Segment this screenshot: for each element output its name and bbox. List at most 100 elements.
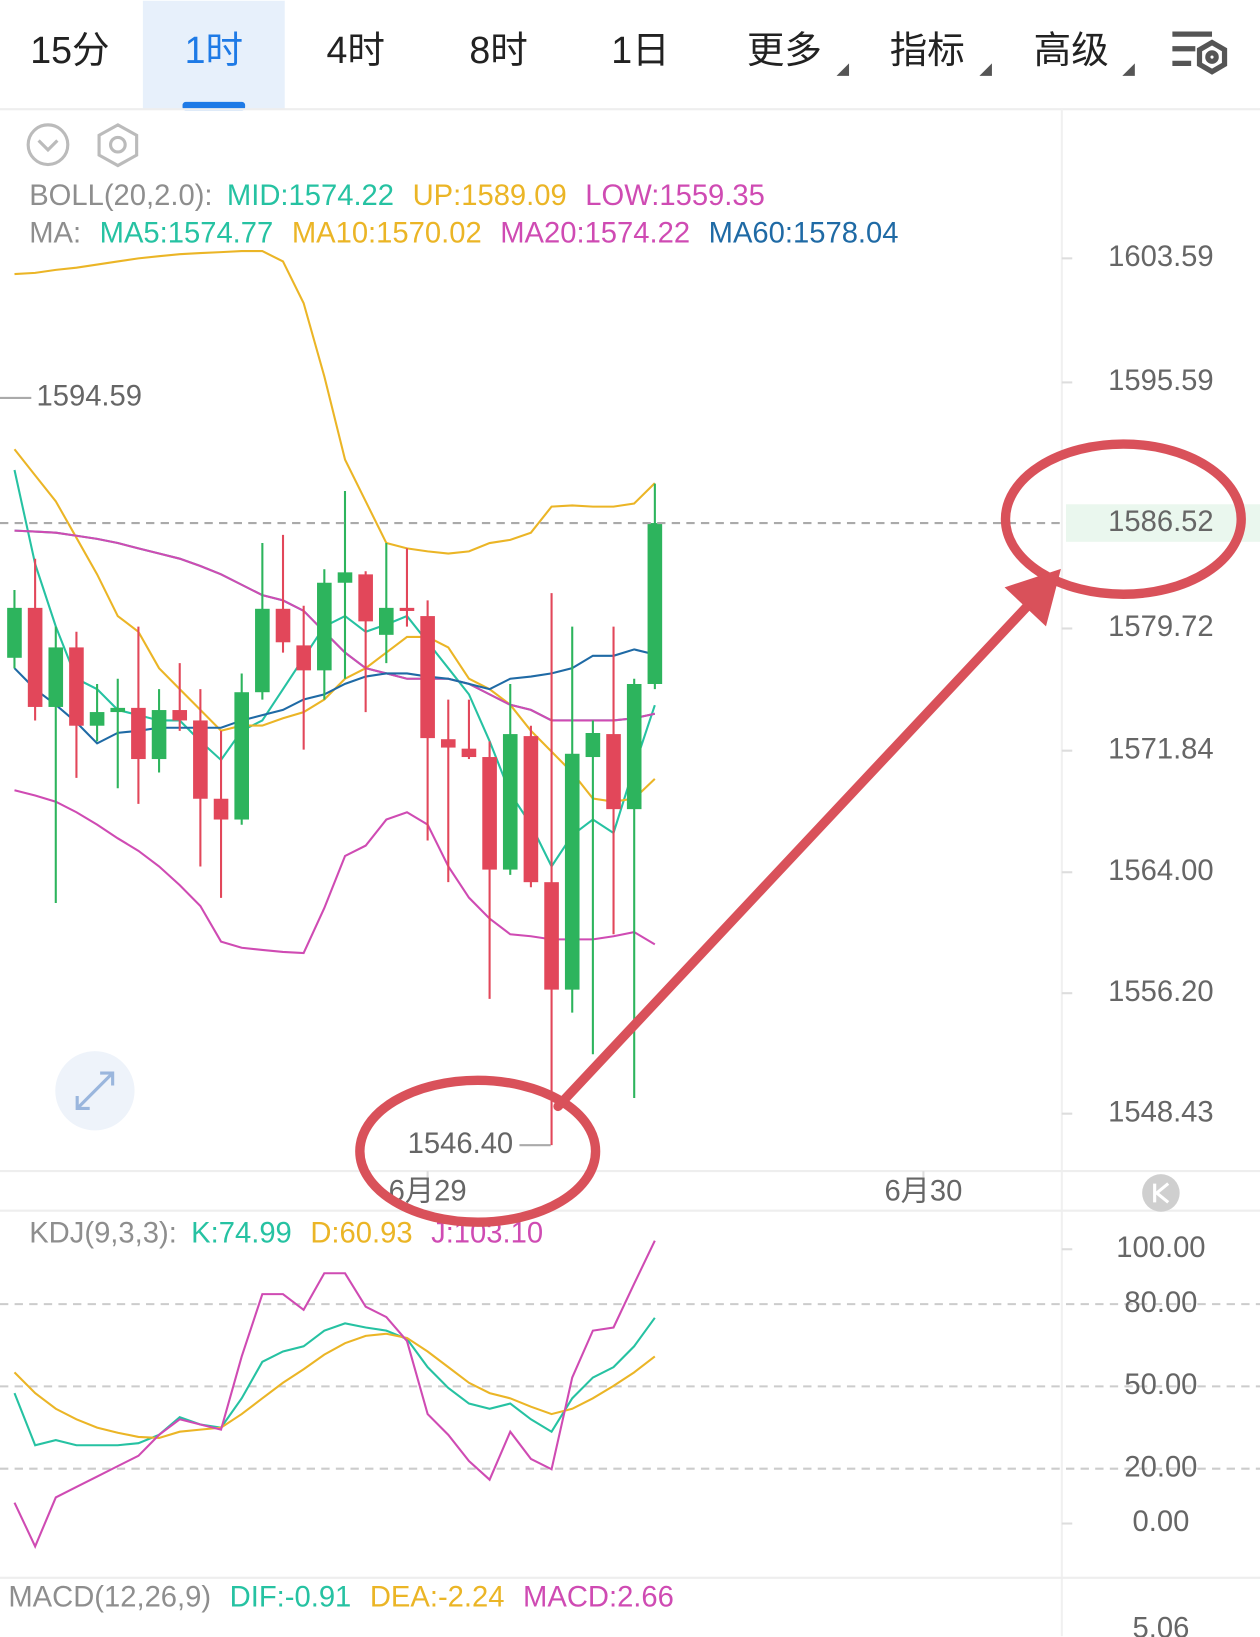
- collapse-icon[interactable]: [26, 123, 70, 167]
- candle-body: [172, 710, 188, 721]
- menu-caret: [836, 63, 1135, 76]
- y-tick-label: 1579.72: [1108, 611, 1214, 643]
- legend-item: MID:1574.22: [227, 180, 394, 212]
- candle-body: [482, 757, 497, 870]
- annotation-circle: [1000, 439, 1246, 599]
- legend-item: LOW:1559.35: [585, 180, 765, 212]
- legend-item: MACD:2.66: [523, 1581, 674, 1613]
- candle-body: [213, 798, 229, 820]
- candle-body: [399, 607, 415, 611]
- indicator-line: [13, 448, 656, 803]
- legend-item: DEA:-2.24: [370, 1581, 505, 1613]
- candle-body: [110, 707, 126, 713]
- tab[interactable]: 4时: [326, 29, 384, 71]
- annotation: [355, 439, 1246, 1227]
- legend-label: BOLL(20,2.0):: [29, 180, 212, 212]
- legend-label: KDJ(9,3,3):: [29, 1217, 177, 1249]
- annotation-arrowhead: [1004, 568, 1061, 627]
- legend-item: MA10:1570.02: [292, 217, 482, 249]
- candle-body: [255, 608, 270, 693]
- kline-icon: [1153, 1182, 1170, 1204]
- legend-item: DIF:-0.91: [230, 1581, 352, 1613]
- x-tick-label: 6月30: [884, 1176, 962, 1208]
- candle-body: [461, 748, 477, 758]
- candle-body: [606, 734, 621, 810]
- annotation-circle: [355, 1075, 601, 1227]
- candle-body: [69, 647, 84, 726]
- annotation-arrow: [553, 595, 1038, 1112]
- kdj-line: [13, 1332, 656, 1440]
- last-price-box: [1065, 504, 1260, 542]
- y-tick-label: 1548.43: [1108, 1096, 1214, 1128]
- candle-body: [48, 647, 64, 707]
- boll-legend: BOLL(20,2.0): MID:1574.22 UP:1589.09 LOW…: [29, 180, 765, 212]
- tab[interactable]: 8时: [469, 29, 527, 71]
- candle-body: [151, 710, 167, 760]
- candle-body: [7, 607, 22, 658]
- legend-label: MA:: [29, 217, 81, 249]
- legend-item: D:60.93: [310, 1217, 412, 1249]
- settings-hex-dot: [108, 135, 127, 154]
- last-price-label: 1586.52: [1108, 506, 1214, 538]
- candle-body: [626, 684, 642, 810]
- low-marker-label: 1546.40: [408, 1128, 514, 1160]
- fullscreen-icon: [75, 1071, 115, 1111]
- menu[interactable]: 更多: [747, 29, 822, 71]
- indicator-line: [14, 529, 656, 722]
- y-tick-label: 1571.84: [1108, 733, 1214, 765]
- candle-body: [544, 882, 559, 990]
- icon-hex: [1196, 39, 1228, 75]
- ma-legend: MA: MA5:1574.77 MA10:1570.02 MA20:1574.2…: [29, 217, 898, 249]
- candle-body: [89, 712, 105, 726]
- high-marker-label: 1594.59: [37, 381, 143, 413]
- active-tab-bg: [142, 0, 285, 110]
- y-tick-label: 1595.59: [1108, 365, 1214, 397]
- kdj-line: [13, 1240, 656, 1550]
- chevron: [37, 139, 59, 153]
- kdj-chart: 100.00 80.00 50.00 20.00 0.00: [0, 1232, 1260, 1550]
- y-tick-label: 1564.00: [1108, 855, 1214, 887]
- macd-axis-label: 5.06: [1133, 1613, 1190, 1637]
- indicator-line: [14, 529, 656, 722]
- tab[interactable]: 15分: [30, 29, 109, 71]
- candle-body: [379, 607, 394, 635]
- tab[interactable]: 1日: [611, 29, 669, 71]
- y-tick-label: 100.00: [1116, 1232, 1205, 1264]
- y-tick-label: 20.00: [1124, 1451, 1197, 1483]
- indicator-line: [13, 469, 656, 869]
- candle-body: [193, 720, 208, 799]
- icon-dot: [1205, 50, 1219, 64]
- candle-body: [27, 607, 43, 707]
- y-tick-label: 0.00: [1133, 1506, 1190, 1538]
- indicator-line: [13, 648, 656, 745]
- candle-body: [275, 608, 291, 643]
- kline-button[interactable]: [1142, 1174, 1180, 1212]
- menu[interactable]: 高级: [1034, 29, 1109, 71]
- candle-body: [440, 739, 456, 748]
- legend-item: K:74.99: [191, 1217, 292, 1249]
- tab-active[interactable]: 1时: [185, 29, 243, 71]
- candle-body: [564, 753, 580, 990]
- legend-item: MA5:1574.77: [100, 217, 274, 249]
- candle-body: [502, 734, 518, 870]
- y-tick-label: 50.00: [1124, 1369, 1197, 1401]
- candle-body: [234, 692, 249, 820]
- macd-legend: MACD(12,26,9) DIF:-0.91 DEA:-2.24 MACD:2…: [8, 1581, 674, 1613]
- price-chart: 1603.59 1595.59 1579.72 1571.84 1564.00 1556.…: [0, 241, 1260, 1208]
- candle-body: [337, 572, 353, 583]
- y-tick-label: 1556.20: [1108, 976, 1214, 1008]
- indicator-line: [14, 250, 656, 555]
- legend-item: MA20:1574.22: [500, 217, 690, 249]
- legend-item: MA60:1578.04: [709, 217, 899, 249]
- settings-icon[interactable]: [1172, 31, 1228, 75]
- kdj-line: [13, 1317, 656, 1447]
- y-tick-label: 1603.59: [1108, 241, 1214, 273]
- menu[interactable]: 指标: [890, 29, 965, 71]
- legend-label: MACD(12,26,9): [8, 1581, 211, 1613]
- settings-hex[interactable]: [97, 123, 139, 168]
- candle-body: [296, 645, 311, 671]
- candle-body: [358, 574, 373, 622]
